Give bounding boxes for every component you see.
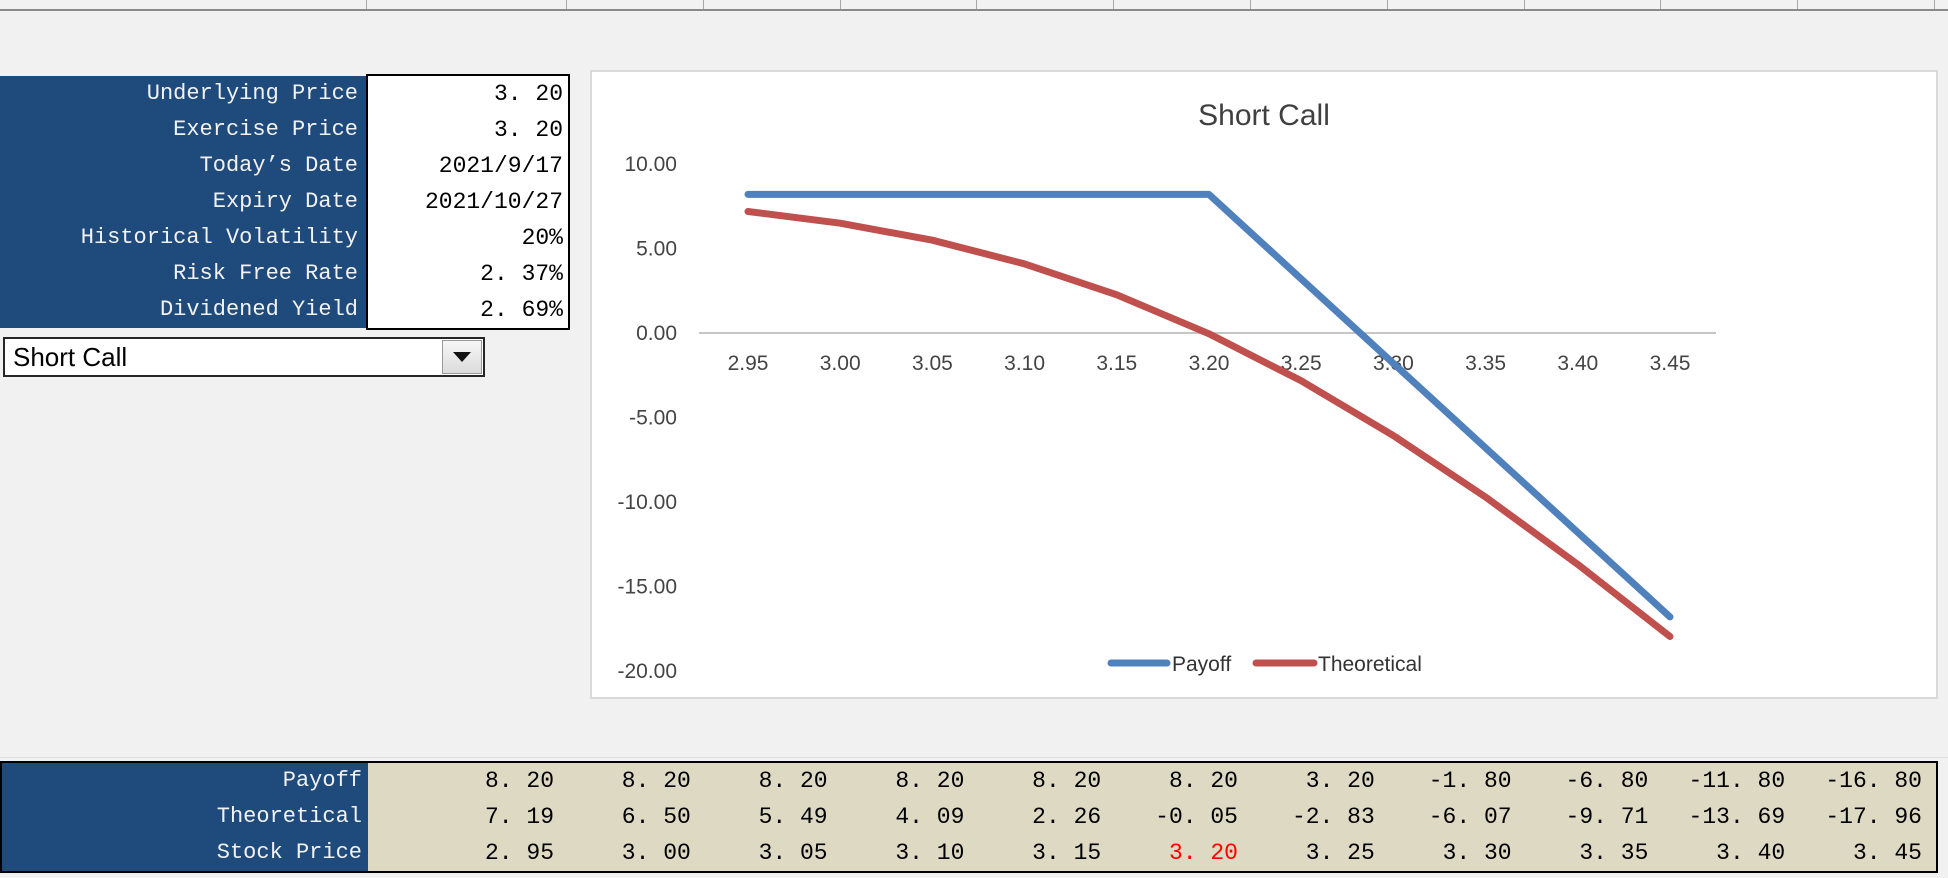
payoff-chart-svg: Short Call 10.00 5.00 0.00 -5.00 -10.00 -15.00… [617,99,1716,683]
table-cell[interactable]: 3. 15 [1032,840,1102,866]
column-border-line [1797,0,1798,9]
table-cell[interactable]: -1. 80 [1428,768,1512,794]
table-cell[interactable]: 3. 45 [1852,840,1922,866]
column-border-line [703,0,704,9]
param-label-cell[interactable]: Today’s Date [199,153,358,178]
chart-title: Short Call [1198,99,1330,132]
table-cell[interactable]: 7. 19 [484,804,554,830]
y-axis-tick-label: -10.00 [617,491,677,514]
table-cell[interactable]: 8. 20 [1032,768,1102,794]
column-border-line [566,0,567,9]
table-cell[interactable]: 2. 95 [484,840,554,866]
legend-label-payoff: Payoff [1172,653,1231,676]
x-axis-tick-label: 3.00 [820,352,861,375]
payoff-data-table: Payoff 8. 20 8. 20 8. 20 8. 20 8. 20 8. 20 3. 2… [0,761,1938,873]
y-axis-tick-label: -15.00 [617,576,677,599]
table-cell[interactable]: -17. 96 [1825,804,1922,830]
table-cell[interactable]: 3. 10 [895,840,965,866]
table-cell[interactable]: 3. 25 [1305,840,1375,866]
y-axis-tick-label: 0.00 [636,322,677,345]
table-cell[interactable]: 8. 20 [758,768,828,794]
table-cell[interactable]: 2. 26 [1032,804,1102,830]
table-cell[interactable]: 4. 09 [895,804,965,830]
y-axis-tick-label: 10.00 [624,153,677,176]
strategy-dropdown-value: Short Call [13,342,128,372]
column-border-line [1250,0,1251,9]
dropdown-arrow-button[interactable] [442,340,482,374]
x-axis-tick-label: 3.35 [1465,352,1506,375]
payoff-line [744,190,1674,621]
table-cell[interactable]: 3. 35 [1579,840,1649,866]
strategy-dropdown[interactable]: Short Call [3,337,485,377]
table-cell[interactable]: -11. 80 [1688,768,1786,794]
table-cell[interactable]: 3. 20 [1168,840,1238,866]
legend-label-theoretical: Theoretical [1318,653,1422,676]
param-value-cell[interactable]: 20% [521,225,563,251]
table-cell[interactable]: 3. 30 [1442,840,1512,866]
param-label-cell[interactable]: Dividened Yield [159,297,358,322]
table-cell[interactable]: 6. 50 [621,804,691,830]
param-label-cell[interactable]: Exercise Price [173,117,358,142]
param-label-cell[interactable]: Expiry Date [212,189,358,214]
table-cell[interactable]: 8. 20 [1168,768,1238,794]
chevron-down-icon [453,352,471,362]
table-row-label[interactable]: Stock Price [2,835,368,871]
x-axis-tick-label: 3.45 [1650,352,1691,375]
param-label-cell[interactable]: Historical Volatility [80,225,358,250]
param-value-cell[interactable]: 2021/10/27 [424,189,563,215]
spreadsheet-column-borders [0,0,1948,11]
x-axis-tick-label: 3.40 [1557,352,1598,375]
table-row-label[interactable]: Payoff [2,763,368,799]
x-axis-tick-label: 3.20 [1189,352,1230,375]
column-border-line [1524,0,1525,9]
table-cell[interactable]: 5. 49 [758,804,828,830]
parameter-value-column: 3. 20 3. 20 2021/9/17 2021/10/27 20% 2. 37% 2.… [366,74,570,330]
column-border-line [1387,0,1388,9]
param-label-cell[interactable]: Risk Free Rate [173,261,358,286]
column-border-line [1934,0,1935,9]
column-border-line [1660,0,1661,9]
y-axis-tick-label: 5.00 [636,238,677,261]
theoretical-line [744,208,1674,640]
payoff-chart[interactable]: Short Call 10.00 5.00 0.00 -5.00 -10.00 -15.00… [590,70,1938,699]
table-cell[interactable]: -0. 05 [1155,804,1238,830]
x-axis-tick-label: 3.10 [1004,352,1045,375]
table-cell[interactable]: -6. 07 [1428,804,1512,830]
row-gridline [0,757,1948,758]
y-axis-tick-label: -5.00 [629,407,677,430]
column-border-line [840,0,841,9]
table-cell[interactable]: -16. 80 [1825,768,1922,794]
param-value-cell[interactable]: 2. 37% [480,261,563,287]
y-axis-tick-label: -20.00 [617,660,677,683]
parameter-label-column: Underlying Price Exercise Price Today’s Da… [0,76,366,328]
table-cell[interactable]: 3. 20 [1305,768,1375,794]
param-value-cell[interactable]: 2. 69% [480,297,563,323]
table-cell[interactable]: -13. 69 [1688,804,1786,830]
column-border-line [976,0,977,9]
param-value-cell[interactable]: 3. 20 [493,81,563,107]
table-cell[interactable]: -6. 80 [1565,768,1649,794]
table-cell[interactable]: 3. 00 [621,840,691,866]
x-axis-tick-label: 2.95 [728,352,769,375]
param-label-cell[interactable]: Underlying Price [146,81,358,106]
table-cell[interactable]: -2. 83 [1291,804,1375,830]
table-cell[interactable]: 3. 40 [1716,840,1786,866]
table-cell[interactable]: 3. 05 [758,840,828,866]
param-value-cell[interactable]: 3. 20 [493,117,563,143]
x-axis-tick-label: 3.25 [1281,352,1322,375]
table-cell[interactable]: 8. 20 [895,768,965,794]
param-value-cell[interactable]: 2021/9/17 [438,153,563,179]
table-cell[interactable]: -9. 71 [1565,804,1649,830]
x-axis-tick-label: 3.15 [1096,352,1137,375]
column-border-line [366,0,367,9]
x-axis-tick-label: 3.05 [912,352,953,375]
table-cell[interactable]: 8. 20 [484,768,554,794]
table-row-label[interactable]: Theoretical [2,799,368,835]
column-border-line [1113,0,1114,9]
table-cell[interactable]: 8. 20 [621,768,691,794]
